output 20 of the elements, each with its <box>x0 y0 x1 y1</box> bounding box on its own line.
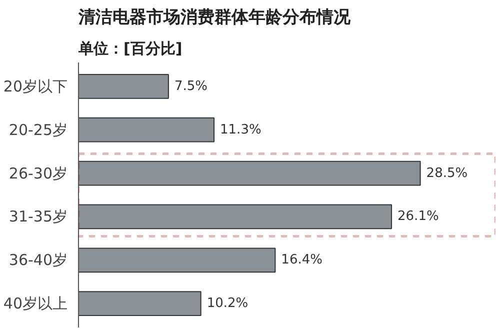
chart-title: 清洁电器市场消费群体年龄分布情况 <box>78 8 352 28</box>
y-tick-label: 26-30岁 <box>8 164 68 182</box>
bar <box>78 291 202 316</box>
bar <box>78 248 276 273</box>
y-tick-label: 20岁以下 <box>3 77 68 96</box>
data-label: 26.1% <box>398 209 439 224</box>
data-label: 16.4% <box>281 252 322 268</box>
y-tick-label: 40岁以上 <box>3 294 68 313</box>
y-tick-label: 36-40岁 <box>8 251 68 270</box>
data-label: 28.5% <box>426 166 468 181</box>
data-label: 7.5% <box>174 78 208 94</box>
bar <box>78 74 169 99</box>
bar <box>78 117 215 142</box>
y-tick-label: 31-35岁 <box>8 208 68 226</box>
bar <box>78 204 392 230</box>
bar <box>78 160 421 186</box>
data-label: 11.3% <box>220 122 262 138</box>
y-tick-label: 20-25岁 <box>8 120 68 139</box>
data-label: 10.2% <box>206 296 248 312</box>
chart-subtitle: 单位：[百分比] <box>78 40 182 58</box>
